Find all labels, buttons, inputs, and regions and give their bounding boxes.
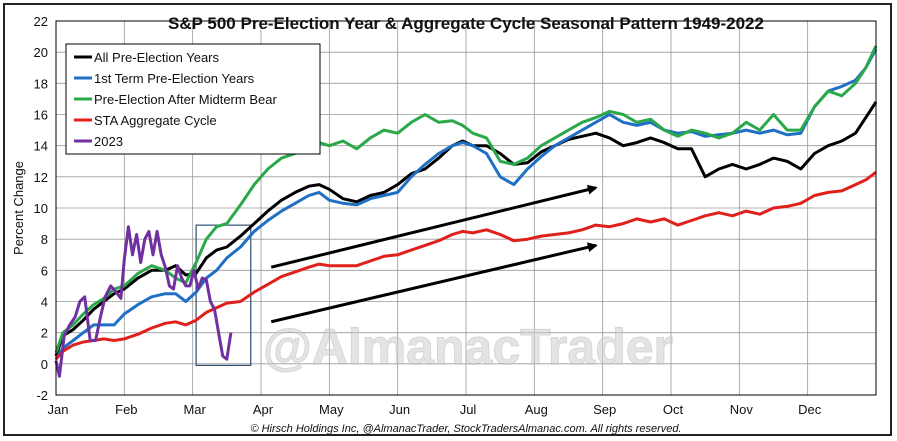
y-tick-label: 6: [41, 263, 48, 278]
y-tick-label: 20: [34, 45, 48, 60]
y-tick-label: 18: [34, 76, 48, 91]
legend-box: [65, 43, 321, 155]
x-tick-label: Feb: [115, 402, 137, 417]
series-line: [54, 171, 877, 361]
y-tick-label: 16: [34, 108, 48, 123]
y-axis-ticks: -2 0 2 4 6 8 10 12 14 16 18 20 22: [34, 14, 48, 403]
x-tick-label: Jul: [460, 402, 477, 417]
y-tick-label: 4: [41, 295, 48, 310]
x-tick-label: Sep: [593, 402, 616, 417]
series-line: [54, 45, 878, 354]
y-tick-label: 2: [41, 326, 48, 341]
series-line: [54, 225, 233, 378]
x-tick-label: Oct: [663, 402, 684, 417]
trend-arrows: [270, 184, 598, 324]
plot-area-border: [55, 20, 877, 396]
legend-entry: All Pre-Election Years: [94, 50, 220, 65]
x-tick-label: Dec: [798, 402, 822, 417]
x-tick-label: Mar: [183, 402, 206, 417]
watermark: @AlmanacTrader: [263, 319, 673, 375]
x-tick-label: May: [319, 402, 344, 417]
y-tick-label: 8: [41, 232, 48, 247]
trend-arrow: [270, 184, 598, 269]
y-tick-label: 12: [34, 170, 48, 185]
legend-entry: 2023: [94, 134, 123, 149]
y-tick-label: 14: [34, 139, 48, 154]
x-tick-label: Jan: [48, 402, 69, 417]
copyright-notice: © Hirsch Holdings Inc, @AlmanacTrader, S…: [250, 423, 681, 435]
legend-entry: 1st Term Pre-Election Years: [94, 71, 255, 86]
y-tick-label: 10: [34, 201, 48, 216]
series-lines: [54, 45, 878, 378]
x-tick-label: Aug: [525, 402, 548, 417]
x-tick-label: Nov: [730, 402, 754, 417]
x-tick-label: Jun: [389, 402, 410, 417]
series-line: [54, 101, 878, 357]
trend-arrow: [270, 242, 598, 324]
legend-entry: Pre-Election After Midterm Bear: [94, 92, 277, 107]
y-tick-label: 22: [34, 14, 48, 29]
y-tick-label: -2: [36, 388, 48, 403]
chart-title: S&P 500 Pre-Election Year & Aggregate Cy…: [168, 14, 764, 33]
y-tick-label: 0: [41, 357, 48, 372]
legend: All Pre-Election Years 1st Term Pre-Elect…: [65, 43, 321, 155]
legend-entry: STA Aggregate Cycle: [94, 113, 217, 128]
x-axis-ticks: Jan Feb Mar Apr May Jun Jul Aug Sep Oct Nov Dec: [48, 402, 822, 417]
x-tick-label: Apr: [253, 402, 274, 417]
y-axis-label: Percent Change: [11, 161, 26, 255]
